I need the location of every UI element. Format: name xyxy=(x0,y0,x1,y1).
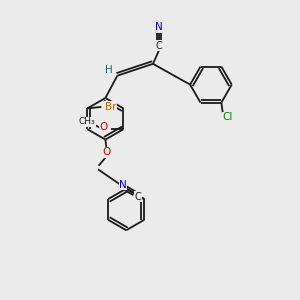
Text: O: O xyxy=(99,122,107,132)
Text: C: C xyxy=(135,192,141,202)
Text: Br: Br xyxy=(104,102,116,112)
Text: H: H xyxy=(104,65,112,75)
Text: N: N xyxy=(119,179,127,190)
Text: O: O xyxy=(103,147,111,157)
Text: C: C xyxy=(155,41,162,51)
Text: CH₃: CH₃ xyxy=(79,117,95,126)
Text: Cl: Cl xyxy=(223,112,233,122)
Text: N: N xyxy=(155,22,163,32)
